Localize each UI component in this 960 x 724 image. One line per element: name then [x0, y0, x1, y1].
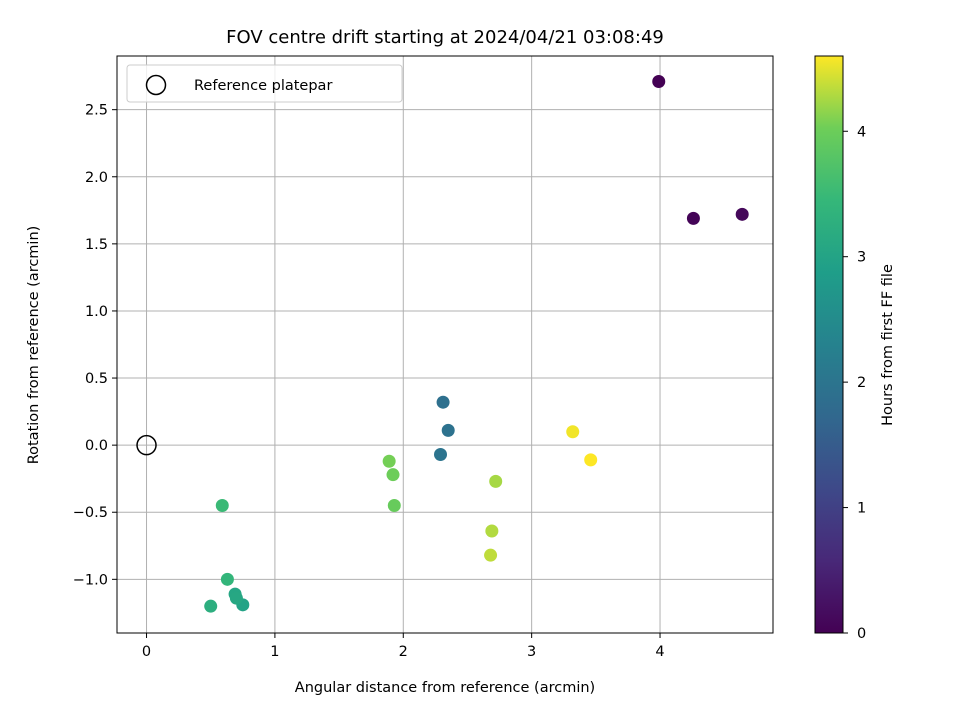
scatter-point — [204, 599, 218, 613]
x-axis-ticks: 0 1 2 3 4 — [142, 633, 665, 660]
colorbar-tick-label: 2 — [857, 375, 866, 391]
x-tick-label: 1 — [270, 644, 279, 660]
chart-title: FOV centre drift starting at 2024/04/21 … — [226, 27, 664, 48]
scatter-point — [735, 207, 749, 221]
scatter-point — [434, 448, 448, 462]
x-tick-label: 2 — [399, 644, 408, 660]
legend-marker-reference — [145, 74, 167, 96]
y-tick-label: 0.5 — [85, 371, 108, 387]
scatter-point — [220, 572, 234, 586]
y-tick-label: −0.5 — [73, 505, 108, 521]
y-tick-label: 1.5 — [85, 237, 108, 253]
x-axis-label: Angular distance from reference (arcmin) — [295, 680, 595, 696]
colorbar-gradient — [814, 55, 844, 634]
y-tick-label: 2.0 — [85, 170, 108, 186]
scatter-point — [484, 548, 498, 562]
colorbar-tick-label: 3 — [857, 250, 866, 266]
x-tick-label: 3 — [527, 644, 536, 660]
scatter-point — [441, 423, 455, 437]
scatter-point — [436, 395, 450, 409]
y-tick-label: −1.0 — [73, 572, 108, 588]
x-tick-label: 0 — [142, 644, 151, 660]
scatter-point — [386, 468, 400, 482]
scatter-point — [686, 211, 700, 225]
scatter-point — [584, 453, 598, 467]
scatter-point — [485, 524, 499, 538]
y-axis-label: Rotation from reference (arcmin) — [26, 226, 42, 465]
colorbar-tick-label: 1 — [857, 501, 866, 517]
scatter-point — [387, 499, 401, 513]
colorbar-tick-label: 0 — [857, 626, 866, 642]
x-tick-label: 4 — [655, 644, 664, 660]
legend-box — [126, 64, 403, 103]
colorbar-ticks: 0 1 2 3 4 — [843, 124, 866, 642]
y-tick-label: 2.5 — [85, 103, 108, 119]
reference-platepar-marker — [136, 434, 157, 456]
legend: Reference platepar — [126, 64, 403, 103]
plot-area-frame — [116, 55, 774, 634]
colorbar-label: Hours from first FF file — [880, 264, 896, 426]
scatter-point — [652, 74, 666, 88]
grid-lines — [117, 56, 773, 633]
scatter-point — [215, 499, 229, 513]
legend-label-reference: Reference platepar — [194, 78, 332, 94]
colorbar: 0 1 2 3 4 Hours from first FF file — [814, 55, 896, 642]
scatter-point — [229, 591, 243, 605]
scatter-point — [382, 454, 396, 468]
y-axis-ticks: −1.0 −0.5 0.0 0.5 1.0 1.5 2.0 2.5 — [73, 103, 117, 588]
colorbar-tick-label: 4 — [857, 124, 866, 140]
scatter-point — [489, 474, 503, 488]
data-points — [136, 74, 749, 613]
y-tick-label: 1.0 — [85, 304, 108, 320]
scatter-point — [566, 425, 580, 439]
y-tick-label: 0.0 — [85, 438, 108, 454]
